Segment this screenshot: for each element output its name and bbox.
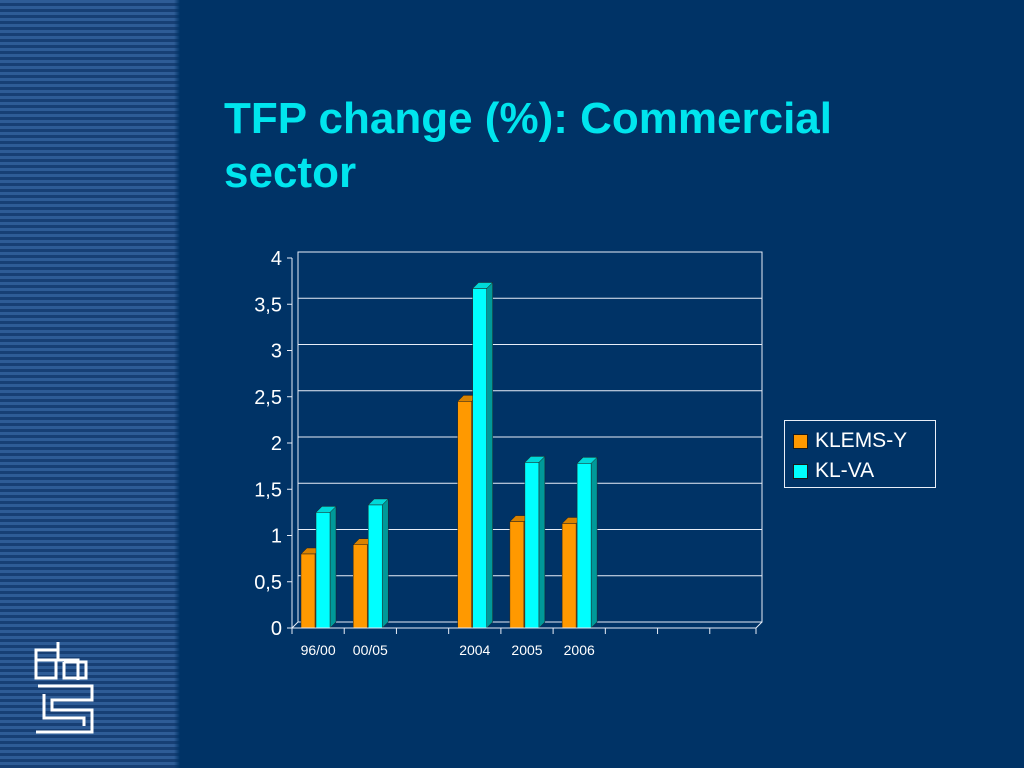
- bar-front: [368, 505, 382, 628]
- y-tick-label: 0,5: [254, 572, 282, 594]
- y-tick-label: 0: [271, 618, 282, 640]
- chart-legend: KLEMS-Y KL-VA: [784, 420, 936, 488]
- y-tick-labels: 0 0,5 1 1,5 2 2,5 3 3,5 4: [254, 248, 282, 640]
- bar-front: [353, 545, 367, 628]
- x-tick-label: 00/05: [353, 642, 388, 658]
- x-tick-label: 2006: [564, 642, 595, 658]
- legend-swatch-klems-y: [793, 434, 808, 449]
- bar-chart: 0 0,5 1 1,5 2 2,5 3 3,5 4 96/00 00/05 2004 2005 2006: [0, 0, 1024, 768]
- legend-label-kl-va: KL-VA: [815, 459, 874, 483]
- bar-kl-va-2004: [473, 283, 493, 628]
- y-tick-label: 3: [271, 341, 282, 363]
- bar-front: [525, 462, 539, 628]
- bar-side: [487, 283, 493, 628]
- bar-kl-va-2005: [525, 456, 545, 628]
- bar-front: [316, 512, 330, 628]
- x-tick-labels: 96/00 00/05 2004 2005 2006: [301, 642, 595, 658]
- y-tick-label: 2: [271, 433, 282, 455]
- y-tick-label: 2,5: [254, 387, 282, 409]
- bar-kl-va-2006: [577, 457, 597, 628]
- y-tick-label: 1,5: [254, 479, 282, 501]
- x-tick-label: 2005: [511, 642, 542, 658]
- bar-front: [510, 522, 524, 628]
- bar-kl-va-00-05: [368, 499, 388, 628]
- bar-side: [591, 457, 597, 628]
- legend-swatch-kl-va: [793, 464, 808, 479]
- bar-front: [473, 289, 487, 628]
- x-tick-label: 96/00: [301, 642, 336, 658]
- floor-edge: [292, 622, 298, 628]
- legend-label-klems-y: KLEMS-Y: [815, 429, 907, 453]
- floor-edge: [756, 622, 762, 628]
- bar-kl-va-96-00: [316, 506, 336, 628]
- bar-front: [577, 463, 591, 628]
- bar-front: [458, 401, 472, 628]
- bar-front: [301, 554, 315, 628]
- bar-side: [539, 456, 545, 628]
- y-tick-label: 1: [271, 526, 282, 548]
- legend-item-kl-va: KL-VA: [793, 456, 935, 486]
- y-tick-label: 4: [271, 248, 282, 270]
- x-tick-label: 2004: [459, 642, 490, 658]
- y-tick-label: 3,5: [254, 294, 282, 316]
- bar-side: [330, 506, 336, 628]
- bar-side: [382, 499, 388, 628]
- bar-front: [562, 523, 576, 628]
- legend-item-klems-y: KLEMS-Y: [793, 426, 935, 456]
